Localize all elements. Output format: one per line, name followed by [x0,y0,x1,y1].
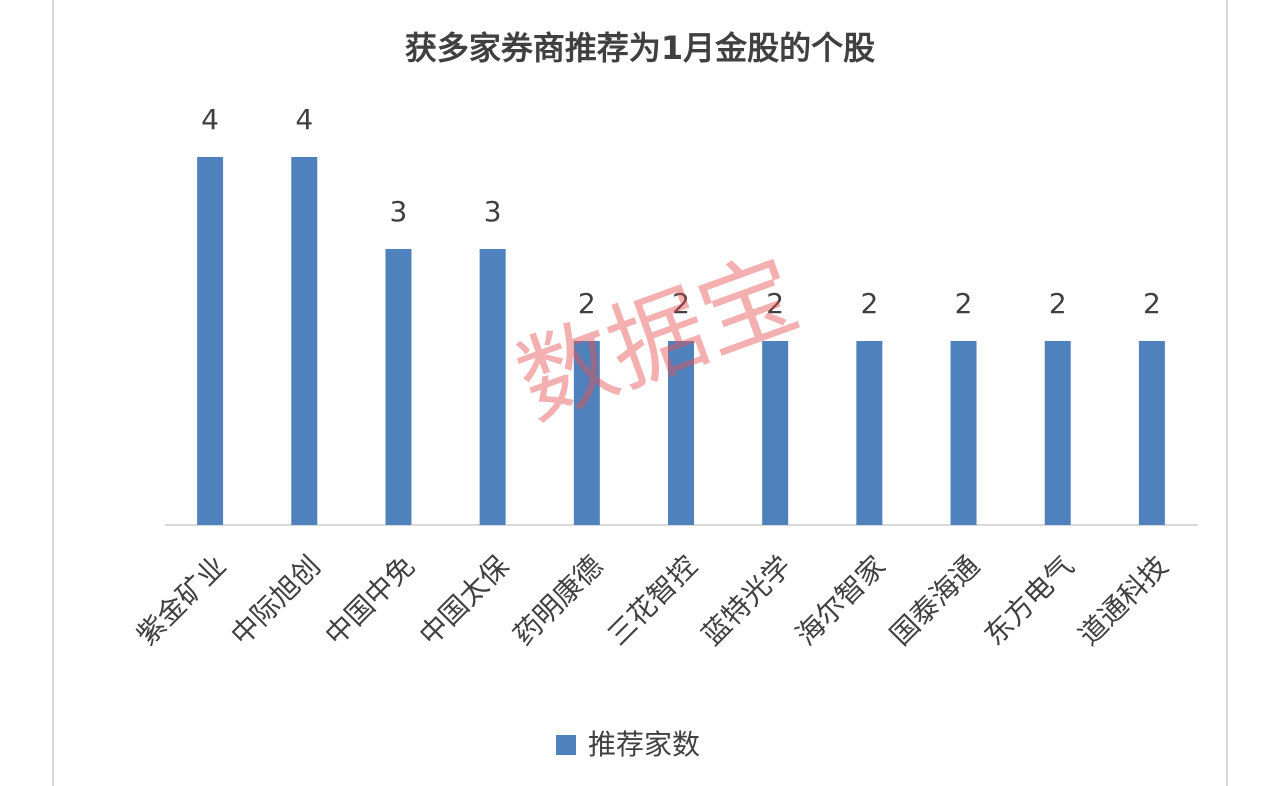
chart-title: 获多家券商推荐为1月金股的个股 [405,29,875,67]
bar [291,157,318,525]
bar [856,341,883,525]
bar [573,341,600,525]
data-label: 2 [860,287,878,320]
data-label: 4 [295,103,313,136]
bar [668,341,694,525]
bar [950,341,977,525]
data-label: 3 [484,195,502,228]
bar [479,249,506,525]
data-label: 2 [578,287,596,320]
data-label: 3 [390,195,408,228]
bar [1044,341,1071,525]
chart-frame [52,0,1228,786]
legend-swatch [556,735,576,755]
data-label: 2 [955,287,973,320]
data-label: 2 [1143,287,1161,320]
data-label: 2 [1049,287,1067,320]
bar [1138,341,1165,525]
bar [197,157,224,525]
bar [385,249,412,525]
data-label: 2 [766,287,784,320]
data-label: 2 [672,287,690,320]
bar [762,341,789,525]
data-label: 4 [201,103,219,136]
legend-label: 推荐家数 [588,728,700,761]
